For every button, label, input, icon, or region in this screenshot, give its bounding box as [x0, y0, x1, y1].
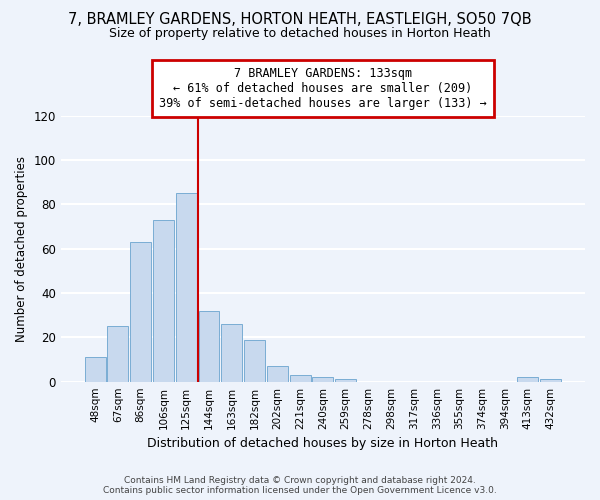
Text: 7 BRAMLEY GARDENS: 133sqm
← 61% of detached houses are smaller (209)
39% of semi: 7 BRAMLEY GARDENS: 133sqm ← 61% of detac…	[159, 68, 487, 110]
Text: Size of property relative to detached houses in Horton Heath: Size of property relative to detached ho…	[109, 28, 491, 40]
Bar	[85, 358, 106, 382]
Bar	[517, 377, 538, 382]
Bar	[221, 324, 242, 382]
X-axis label: Distribution of detached houses by size in Horton Heath: Distribution of detached houses by size …	[148, 437, 499, 450]
Bar	[313, 377, 334, 382]
Bar	[130, 242, 151, 382]
Bar	[153, 220, 174, 382]
Bar	[107, 326, 128, 382]
Bar	[267, 366, 288, 382]
Bar	[199, 311, 220, 382]
Bar	[244, 340, 265, 382]
Text: Contains HM Land Registry data © Crown copyright and database right 2024.
Contai: Contains HM Land Registry data © Crown c…	[103, 476, 497, 495]
Y-axis label: Number of detached properties: Number of detached properties	[15, 156, 28, 342]
Bar	[290, 375, 311, 382]
Bar	[335, 380, 356, 382]
Bar	[540, 380, 561, 382]
Bar	[176, 194, 197, 382]
Text: 7, BRAMLEY GARDENS, HORTON HEATH, EASTLEIGH, SO50 7QB: 7, BRAMLEY GARDENS, HORTON HEATH, EASTLE…	[68, 12, 532, 28]
